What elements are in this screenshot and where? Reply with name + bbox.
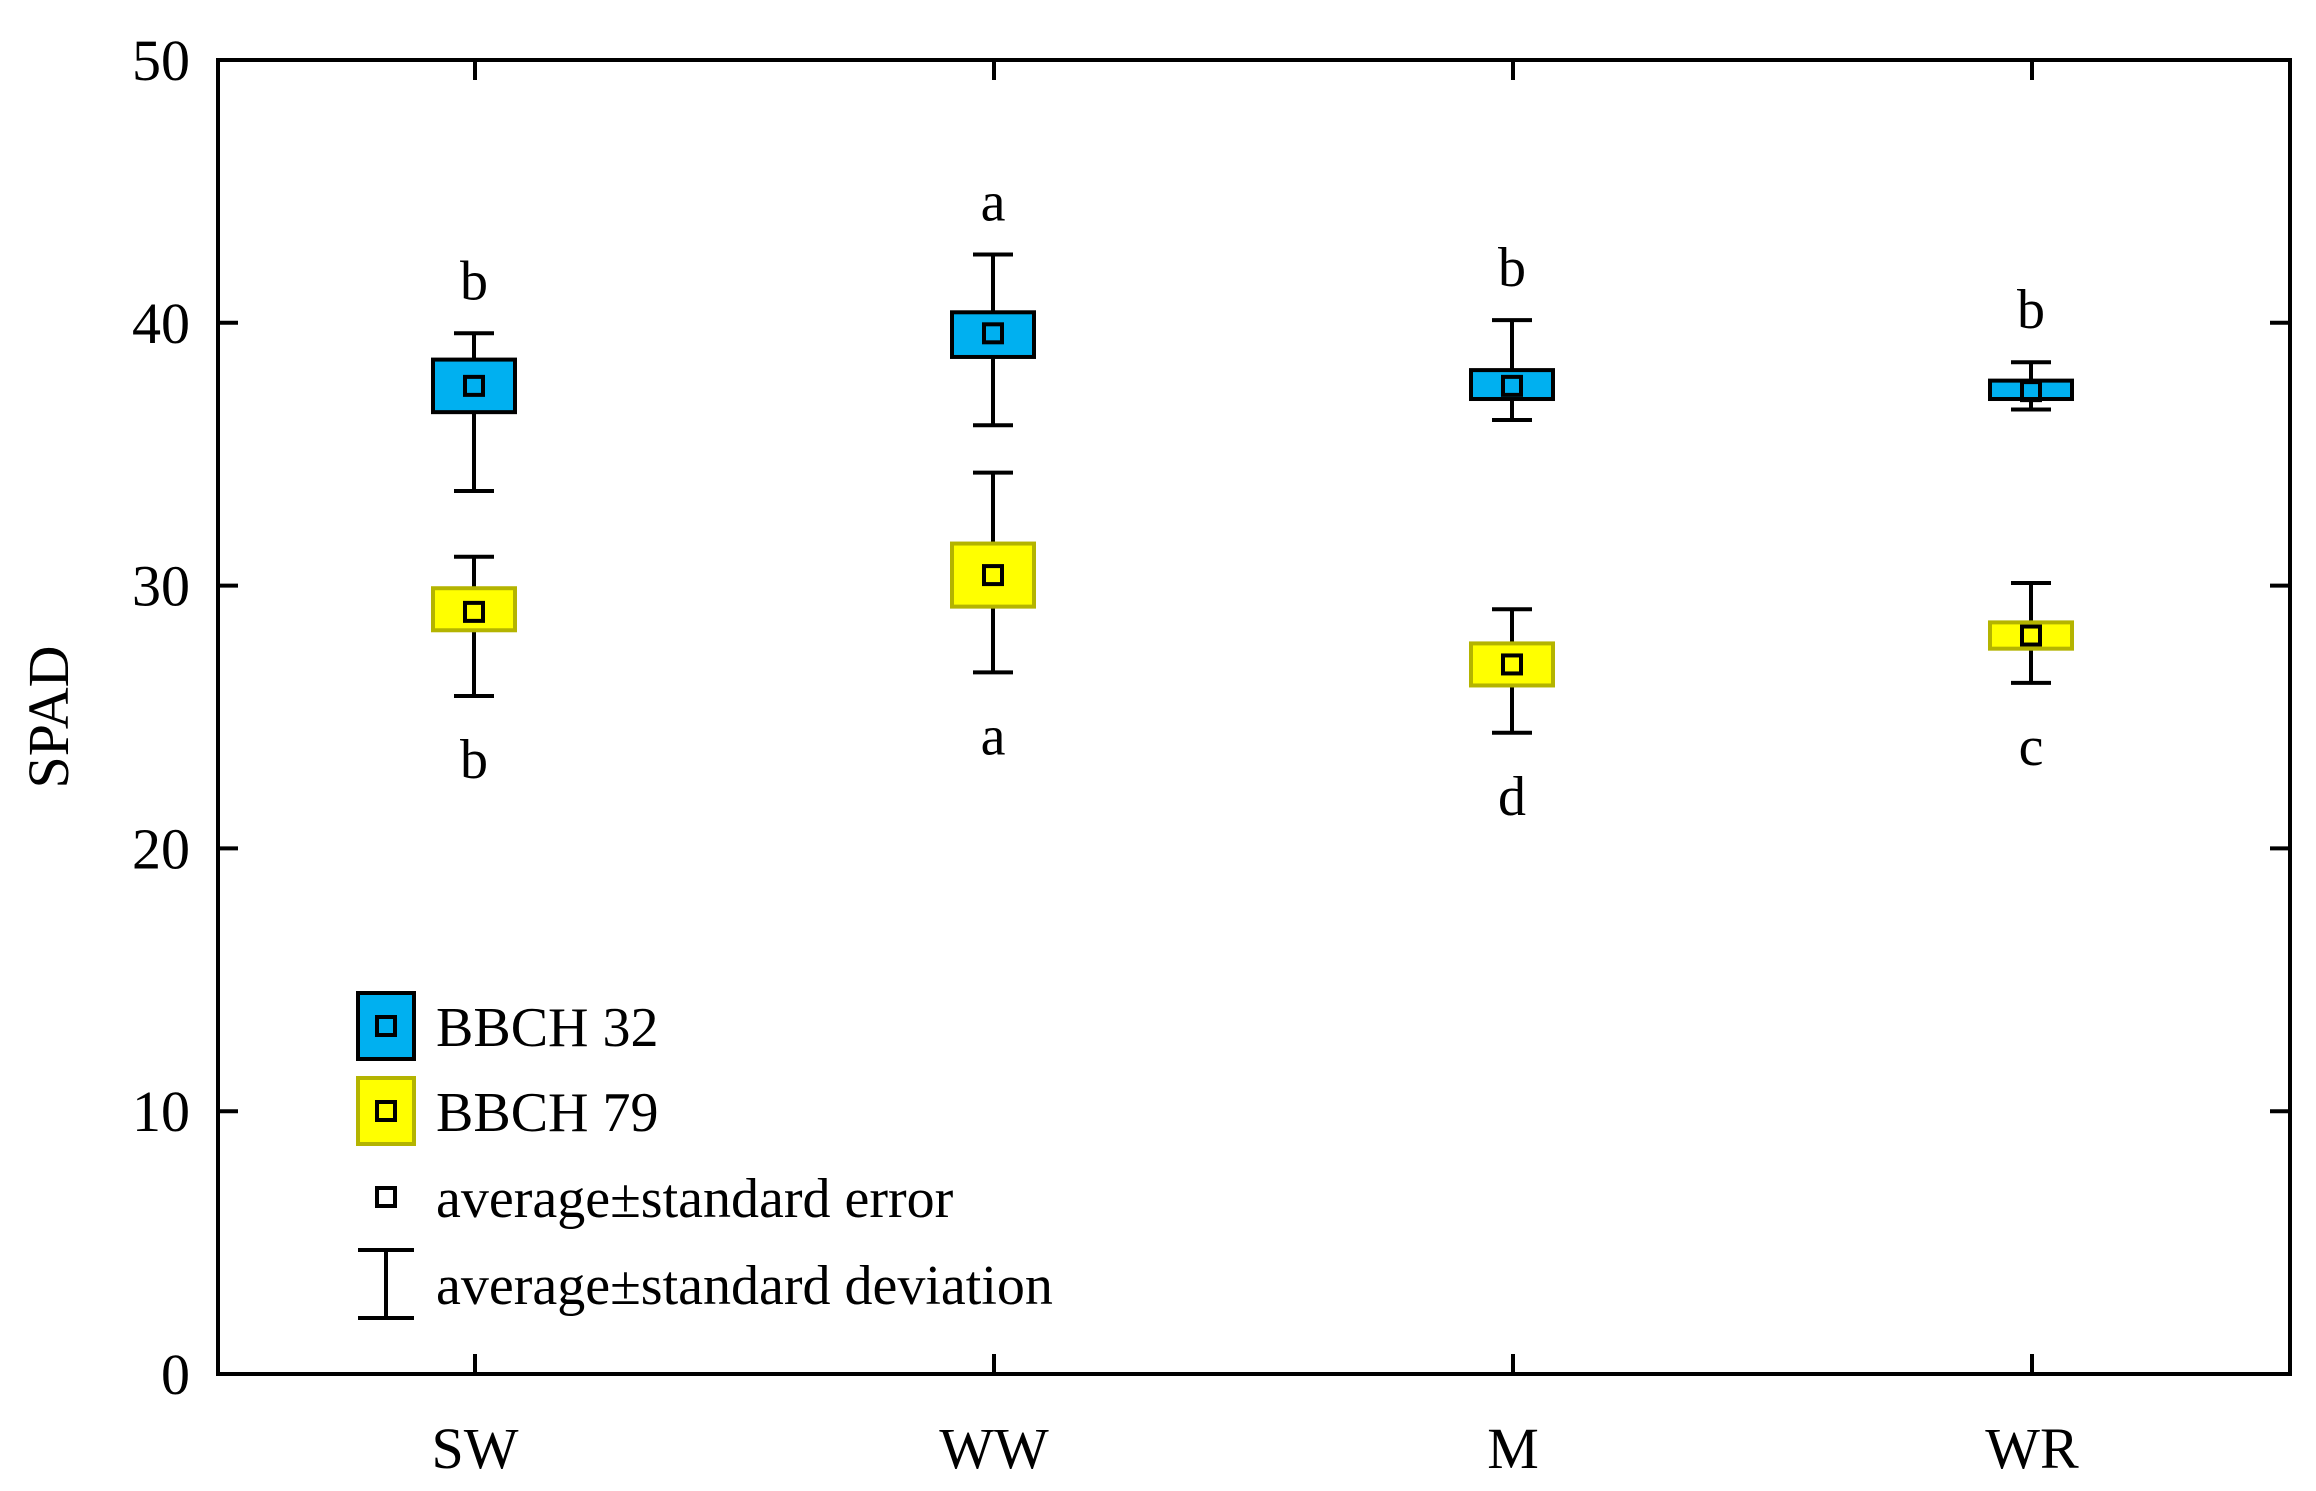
x-tick-label-SW: SW	[432, 1416, 519, 1481]
significance-letter: b	[460, 250, 488, 312]
mean-marker	[2020, 380, 2042, 403]
mean-marker	[463, 600, 485, 623]
y-axis-title: SPAD	[16, 646, 81, 789]
legend-label: BBCH 79	[436, 1082, 659, 1144]
legend-item-standard-error: average±standard error	[375, 1168, 954, 1230]
significance-letter: b	[1498, 237, 1526, 299]
significance-letter: b	[460, 729, 488, 791]
significance-letter: b	[2017, 279, 2045, 341]
se-box	[431, 586, 517, 633]
legend-label: average±standard deviation	[436, 1255, 1053, 1317]
box-bbch-79-m: d	[1469, 607, 1555, 828]
legend-item-bbch-32: BBCH 32	[356, 991, 659, 1061]
significance-letter: d	[1498, 766, 1526, 828]
mean-marker	[1501, 374, 1523, 397]
legend-mean-marker	[375, 1100, 397, 1122]
mean-marker	[982, 322, 1004, 345]
box-bbch-79-sw: b	[431, 554, 517, 791]
y-tick-label-10: 10	[132, 1079, 190, 1144]
x-tick-label-WW: WW	[939, 1416, 1049, 1481]
legend-item-bbch-79: BBCH 79	[356, 1076, 659, 1146]
mean-marker	[2020, 624, 2042, 647]
se-box	[950, 541, 1036, 609]
legend-label: BBCH 32	[436, 997, 659, 1059]
box-bbch-32-sw: b	[431, 250, 517, 493]
legend-swatch	[356, 991, 416, 1061]
se-box	[1469, 641, 1555, 688]
box-bbch-32-ww: a	[950, 171, 1036, 428]
y-tick-label-40: 40	[132, 291, 190, 356]
plot-frame	[216, 58, 2292, 1376]
box-bbch-79-wr: c	[1988, 580, 2074, 778]
box-bbch-32-wr: b	[1988, 279, 2074, 412]
y-tick-label-0: 0	[161, 1342, 190, 1407]
box-bbch-79-ww: a	[950, 470, 1036, 767]
mean-marker	[463, 374, 485, 397]
legend: BBCH 32 BBCH 79 average±standard error aver…	[356, 991, 1053, 1320]
mean-marker	[982, 564, 1004, 587]
y-tick-label-20: 20	[132, 816, 190, 881]
mean-marker	[1501, 653, 1523, 676]
se-box	[950, 310, 1036, 359]
y-tick-label-50: 50	[132, 28, 190, 93]
box-bbch-32-m: b	[1469, 237, 1555, 423]
x-tick-label-WR: WR	[1985, 1416, 2079, 1481]
legend-mean-marker	[375, 1015, 397, 1037]
axes-layer: 0 10 20 30 40 50 SPAD SW WW M WR	[16, 28, 2290, 1481]
x-tick-label-M: M	[1487, 1416, 1539, 1481]
se-box	[431, 357, 517, 415]
legend-label: average±standard error	[436, 1168, 954, 1230]
significance-letter: a	[981, 705, 1006, 767]
legend-item-standard-deviation: average±standard deviation	[358, 1248, 1053, 1320]
marks-layer: b a b b b a d c	[431, 171, 2074, 828]
significance-letter: a	[981, 171, 1006, 233]
legend-swatch	[356, 1076, 416, 1146]
significance-letter: c	[2019, 716, 2044, 778]
legend-mean-marker	[375, 1186, 397, 1208]
y-tick-label-30: 30	[132, 554, 190, 619]
